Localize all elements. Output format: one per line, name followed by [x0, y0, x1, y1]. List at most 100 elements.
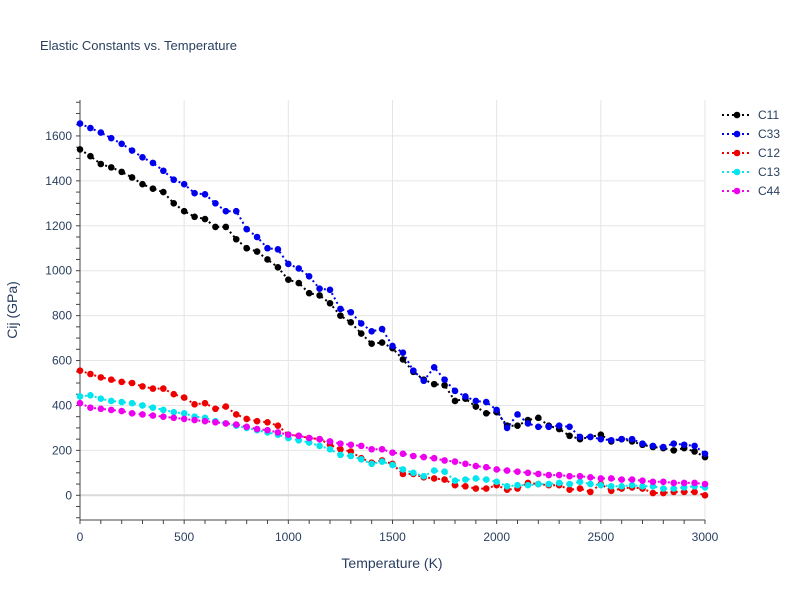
legend-item-c13[interactable]: C13 [722, 165, 780, 179]
axes: 0 500 1000 1500 2000 2500 3000 0 200 400 600 800 100… [45, 100, 719, 544]
data-point-c44 [232, 421, 240, 428]
data-point-c11 [212, 223, 219, 231]
data-point-c12 [97, 374, 105, 381]
data-point-c13 [555, 479, 563, 487]
data-point-c44 [149, 412, 157, 419]
data-point-c33 [316, 285, 323, 292]
data-point-c33 [482, 398, 490, 406]
data-point-c33 [430, 363, 438, 371]
data-point-c44 [180, 415, 188, 423]
data-point-c11 [472, 403, 480, 410]
y-axis-title: Cij (GPa) [4, 281, 20, 339]
data-point-c33 [680, 441, 688, 449]
data-point-c11 [128, 174, 136, 181]
data-point-c13 [493, 478, 500, 486]
data-point-c13 [347, 452, 355, 460]
data-point-c11 [76, 146, 84, 153]
data-point-c11 [243, 244, 250, 252]
data-point-c13 [118, 398, 125, 406]
data-point-c11 [180, 207, 188, 215]
data-point-c33 [493, 406, 500, 414]
data-point-c11 [149, 185, 157, 193]
data-point-c12 [222, 403, 230, 410]
data-point-c44 [545, 471, 553, 479]
data-point-c13 [326, 445, 334, 453]
data-point-c12 [149, 385, 157, 392]
data-point-c13 [670, 485, 678, 492]
data-point-c44 [701, 480, 709, 488]
data-point-c33 [524, 420, 532, 427]
data-point-c12 [243, 415, 250, 423]
data-point-c12 [701, 491, 709, 499]
legend-item-c11[interactable]: C11 [722, 108, 779, 122]
data-point-c44 [566, 472, 573, 480]
data-point-c12 [587, 488, 594, 496]
data-point-c13 [576, 478, 584, 486]
data-point-c13 [472, 475, 480, 482]
data-point-c11 [170, 200, 178, 207]
data-point-c33 [107, 134, 115, 142]
y-tick-label: 800 [52, 309, 72, 323]
data-point-c33 [514, 411, 521, 418]
data-point-c44 [410, 452, 417, 460]
legend-swatch-marker [733, 149, 741, 157]
data-point-c44 [535, 470, 542, 478]
data-point-c33 [87, 124, 94, 132]
data-point-c33 [97, 129, 105, 136]
data-point-c33 [535, 423, 542, 431]
data-point-c33 [191, 189, 198, 197]
data-point-c44 [420, 453, 428, 461]
data-point-c13 [639, 483, 646, 490]
data-point-c33 [118, 140, 125, 148]
data-point-c44 [201, 417, 209, 425]
data-point-c12 [87, 370, 94, 378]
data-point-c12 [441, 476, 448, 483]
data-point-c11 [430, 380, 438, 388]
x-axis-title: Temperature (K) [341, 555, 442, 571]
legend-item-c44[interactable]: C44 [722, 184, 780, 198]
data-point-c12 [212, 405, 219, 413]
data-point-c13 [597, 481, 605, 489]
data-point-c33 [420, 377, 428, 385]
data-point-c12 [160, 385, 167, 392]
data-point-c11 [535, 414, 542, 422]
data-point-c44 [680, 479, 688, 487]
data-point-c44 [462, 460, 469, 468]
x-tick-label: 0 [77, 530, 84, 544]
data-point-c13 [618, 483, 625, 490]
data-point-c13 [441, 468, 448, 476]
data-point-c44 [503, 467, 511, 474]
data-point-c13 [337, 451, 344, 459]
data-point-c12 [191, 401, 198, 408]
data-point-c12 [128, 379, 136, 387]
data-point-c13 [170, 408, 178, 416]
x-tick-label: 3000 [692, 530, 719, 544]
data-point-c44 [128, 410, 136, 417]
data-point-c11 [482, 410, 490, 417]
data-point-c33 [441, 376, 448, 383]
plot-area [76, 120, 709, 499]
data-point-c33 [597, 435, 605, 443]
legend-label: C33 [758, 127, 780, 141]
y-tick-label: 200 [52, 443, 72, 457]
data-point-c33 [180, 180, 188, 188]
data-point-c33 [701, 450, 709, 458]
data-point-c44 [326, 438, 334, 445]
y-tick-label: 400 [52, 398, 72, 412]
data-point-c33 [628, 435, 636, 443]
data-point-c33 [128, 147, 136, 154]
legend: C11 C33 C12 C13 C44 [722, 108, 780, 198]
data-point-c33 [149, 159, 157, 167]
data-point-c33 [410, 367, 417, 374]
legend-label: C12 [758, 146, 780, 160]
data-point-c44 [514, 468, 521, 476]
legend-item-c33[interactable]: C33 [722, 127, 780, 141]
data-point-c11 [378, 339, 386, 346]
data-point-c13 [524, 481, 532, 489]
data-point-c11 [118, 168, 125, 176]
data-point-c33 [545, 423, 553, 431]
data-point-c13 [368, 460, 375, 468]
data-point-c12 [264, 418, 271, 426]
data-point-c13 [430, 467, 438, 474]
legend-item-c12[interactable]: C12 [722, 146, 780, 160]
